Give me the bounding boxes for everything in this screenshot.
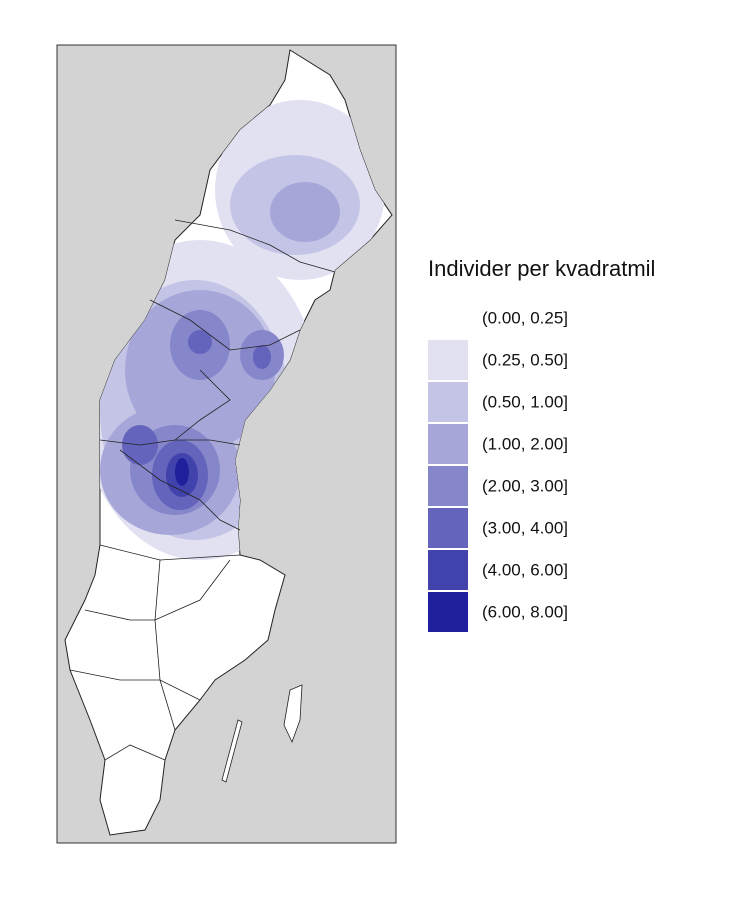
legend-label: (2.00, 3.00] <box>482 476 568 495</box>
legend-swatch <box>428 592 468 632</box>
legend-label: (3.00, 4.00] <box>482 518 568 537</box>
legend-swatch <box>428 466 468 506</box>
legend-label: (0.50, 1.00] <box>482 392 568 411</box>
legend-swatch <box>428 382 468 422</box>
legend-swatch <box>428 298 468 338</box>
legend-swatch <box>428 508 468 548</box>
legend-label: (6.00, 8.00] <box>482 602 568 621</box>
legend-title: Individer per kvadratmil <box>428 256 655 281</box>
legend-label: (4.00, 6.00] <box>482 560 568 579</box>
legend: (0.00, 0.25] (0.25, 0.50] (0.50, 1.00] (1.0… <box>428 298 568 632</box>
legend-swatch <box>428 550 468 590</box>
legend-label: (0.00, 0.25] <box>482 308 568 327</box>
legend-label: (1.00, 2.00] <box>482 434 568 453</box>
legend-swatch <box>428 424 468 464</box>
legend-label: (0.25, 0.50] <box>482 350 568 369</box>
legend-swatch <box>428 340 468 380</box>
region-borders <box>69 219 336 761</box>
island <box>283 684 303 744</box>
island <box>221 719 243 783</box>
